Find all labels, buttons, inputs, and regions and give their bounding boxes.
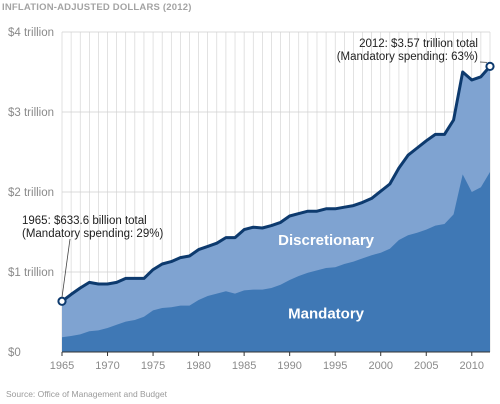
series-labels: Discretionary Mandatory	[278, 232, 375, 323]
series-label-mandatory: Mandatory	[288, 306, 365, 323]
y-tick-label: $0	[8, 347, 21, 359]
x-tick-label: 1990	[277, 360, 301, 372]
x-tick-label: 1995	[323, 360, 347, 372]
x-tick-label: 1965	[50, 360, 74, 372]
x-tick-label: 1980	[186, 360, 210, 372]
endpoint-marker	[485, 61, 495, 72]
y-tick-label: $1 trillion	[8, 267, 54, 279]
x-tick-label: 1970	[95, 360, 119, 372]
x-tick-label: 1985	[232, 360, 256, 372]
x-tick-label: 1975	[141, 360, 165, 372]
annotation-2012-line: 2012: $3.57 trillion total	[359, 38, 478, 50]
total-spending-line	[61, 65, 492, 303]
y-tick-label: $4 trillion	[8, 27, 54, 39]
area-layer	[57, 61, 495, 353]
annotations: 1965: $633.6 billion total(Mandatory spe…	[22, 38, 488, 298]
axis-layer: $0 $1 trillion $2 trillion $3 trillion $4 tr…	[8, 27, 490, 372]
x-tick-label: 2000	[368, 360, 392, 372]
endpoint-marker	[57, 296, 67, 306]
y-tick-label: $3 trillion	[8, 107, 54, 119]
x-tick-label: 2005	[414, 360, 438, 372]
annotation-1965-line: (Mandatory spending: 29%)	[22, 228, 163, 240]
x-tick-label: 2010	[460, 360, 484, 372]
annotation-1965-line: 1965: $633.6 billion total	[22, 215, 147, 227]
y-tick-label: $2 trillion	[8, 187, 54, 199]
chart-header: INFLATION-ADJUSTED DOLLARS (2012)	[2, 2, 192, 13]
series-label-discretionary: Discretionary	[278, 232, 375, 249]
annotation-2012-line: (Mandatory spending: 63%)	[337, 51, 478, 63]
source-note: Source: Office of Management and Budget	[6, 389, 168, 399]
annotation-leader	[61, 238, 71, 298]
mandatory-area	[62, 172, 490, 352]
